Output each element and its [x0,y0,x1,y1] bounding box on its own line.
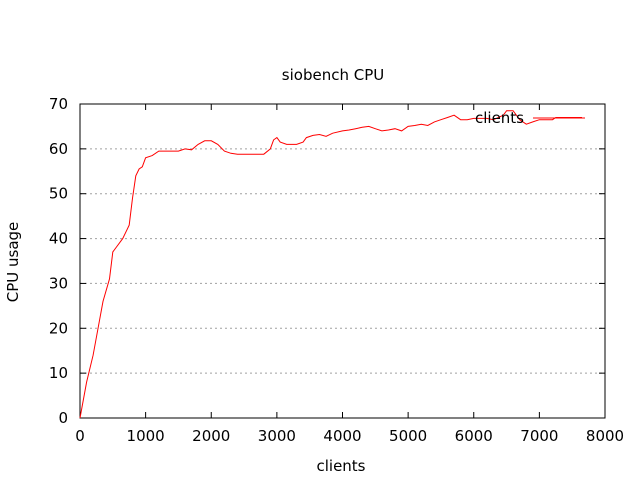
x-tick-label: 5000 [389,427,427,445]
x-tick-label: 4000 [323,427,361,445]
ticks-layer: 0 10 20 30 40 50 60 70 0 1000 2000 3000 4000 5000 6000… [49,95,624,445]
y-axis-label: CPU usage [4,222,22,303]
x-axis-label: clients [316,457,365,475]
y-tick-label: 40 [49,230,68,248]
x-tick-label: 7000 [520,427,558,445]
y-tick-label: 10 [49,364,68,382]
x-tick-label: 2000 [192,427,230,445]
legend-label: clients [475,109,524,127]
series-layer [79,110,582,419]
y-tick-label: 70 [49,95,68,113]
y-tick-label: 50 [49,185,68,203]
chart-title: siobench CPU [282,66,384,84]
x-tick-label: 3000 [258,427,296,445]
x-tick-label: 8000 [586,427,624,445]
series-line [79,110,582,419]
y-tick-label: 60 [49,140,68,158]
x-tick-label: 6000 [455,427,493,445]
x-tick-label: 1000 [127,427,165,445]
y-tick-label: 20 [49,319,68,337]
legend: clients [475,109,585,127]
x-tick-label: 0 [75,427,85,445]
y-tick-label: 0 [58,409,68,427]
y-tick-label: 30 [49,274,68,292]
